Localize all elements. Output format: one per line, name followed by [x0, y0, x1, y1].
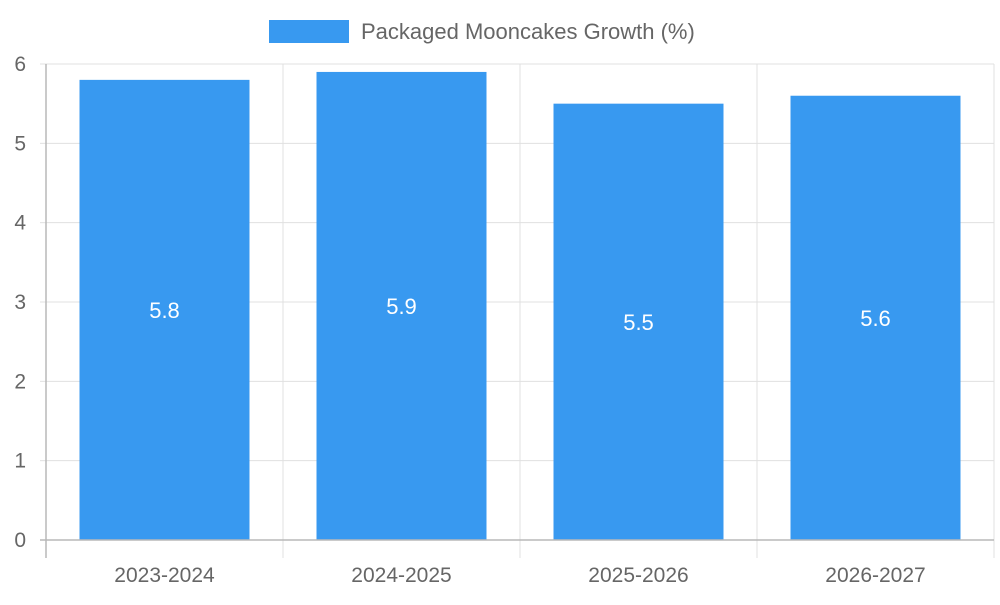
legend-label[interactable]: Packaged Mooncakes Growth (%): [361, 19, 695, 44]
axes: [40, 64, 994, 558]
x-tick-label: 2024-2025: [351, 564, 451, 587]
data-label: 5.6: [860, 306, 891, 331]
y-tick-label: 4: [14, 212, 26, 235]
y-tick-label: 5: [14, 132, 26, 155]
legend[interactable]: Packaged Mooncakes Growth (%): [269, 19, 695, 44]
y-tick-label: 3: [14, 291, 26, 314]
bar-2023-2024[interactable]: [79, 79, 250, 540]
y-tick-label: 6: [14, 53, 26, 76]
data-label: 5.8: [149, 298, 180, 323]
x-tick-label: 2023-2024: [114, 564, 215, 587]
x-tick-labels: 2023-2024 2024-2025 2025-2026 2026-2027: [114, 564, 925, 587]
x-tick-label: 2025-2026: [588, 564, 688, 587]
y-tick-labels: 0 1 2 3 4 5 6: [14, 53, 26, 552]
y-tick-label: 0: [14, 529, 26, 552]
bar-2025-2026[interactable]: [553, 103, 724, 541]
bar-2026-2027[interactable]: [790, 95, 961, 540]
y-tick-label: 1: [14, 450, 26, 473]
x-tick-label: 2026-2027: [825, 564, 925, 587]
bars: [79, 71, 961, 541]
data-label: 5.5: [623, 310, 654, 335]
legend-swatch[interactable]: [269, 20, 349, 43]
y-tick-label: 2: [14, 370, 26, 393]
data-labels: 5.8 5.9 5.5 5.6: [149, 294, 891, 335]
bar-2024-2025[interactable]: [316, 71, 487, 540]
data-label: 5.9: [386, 294, 417, 319]
